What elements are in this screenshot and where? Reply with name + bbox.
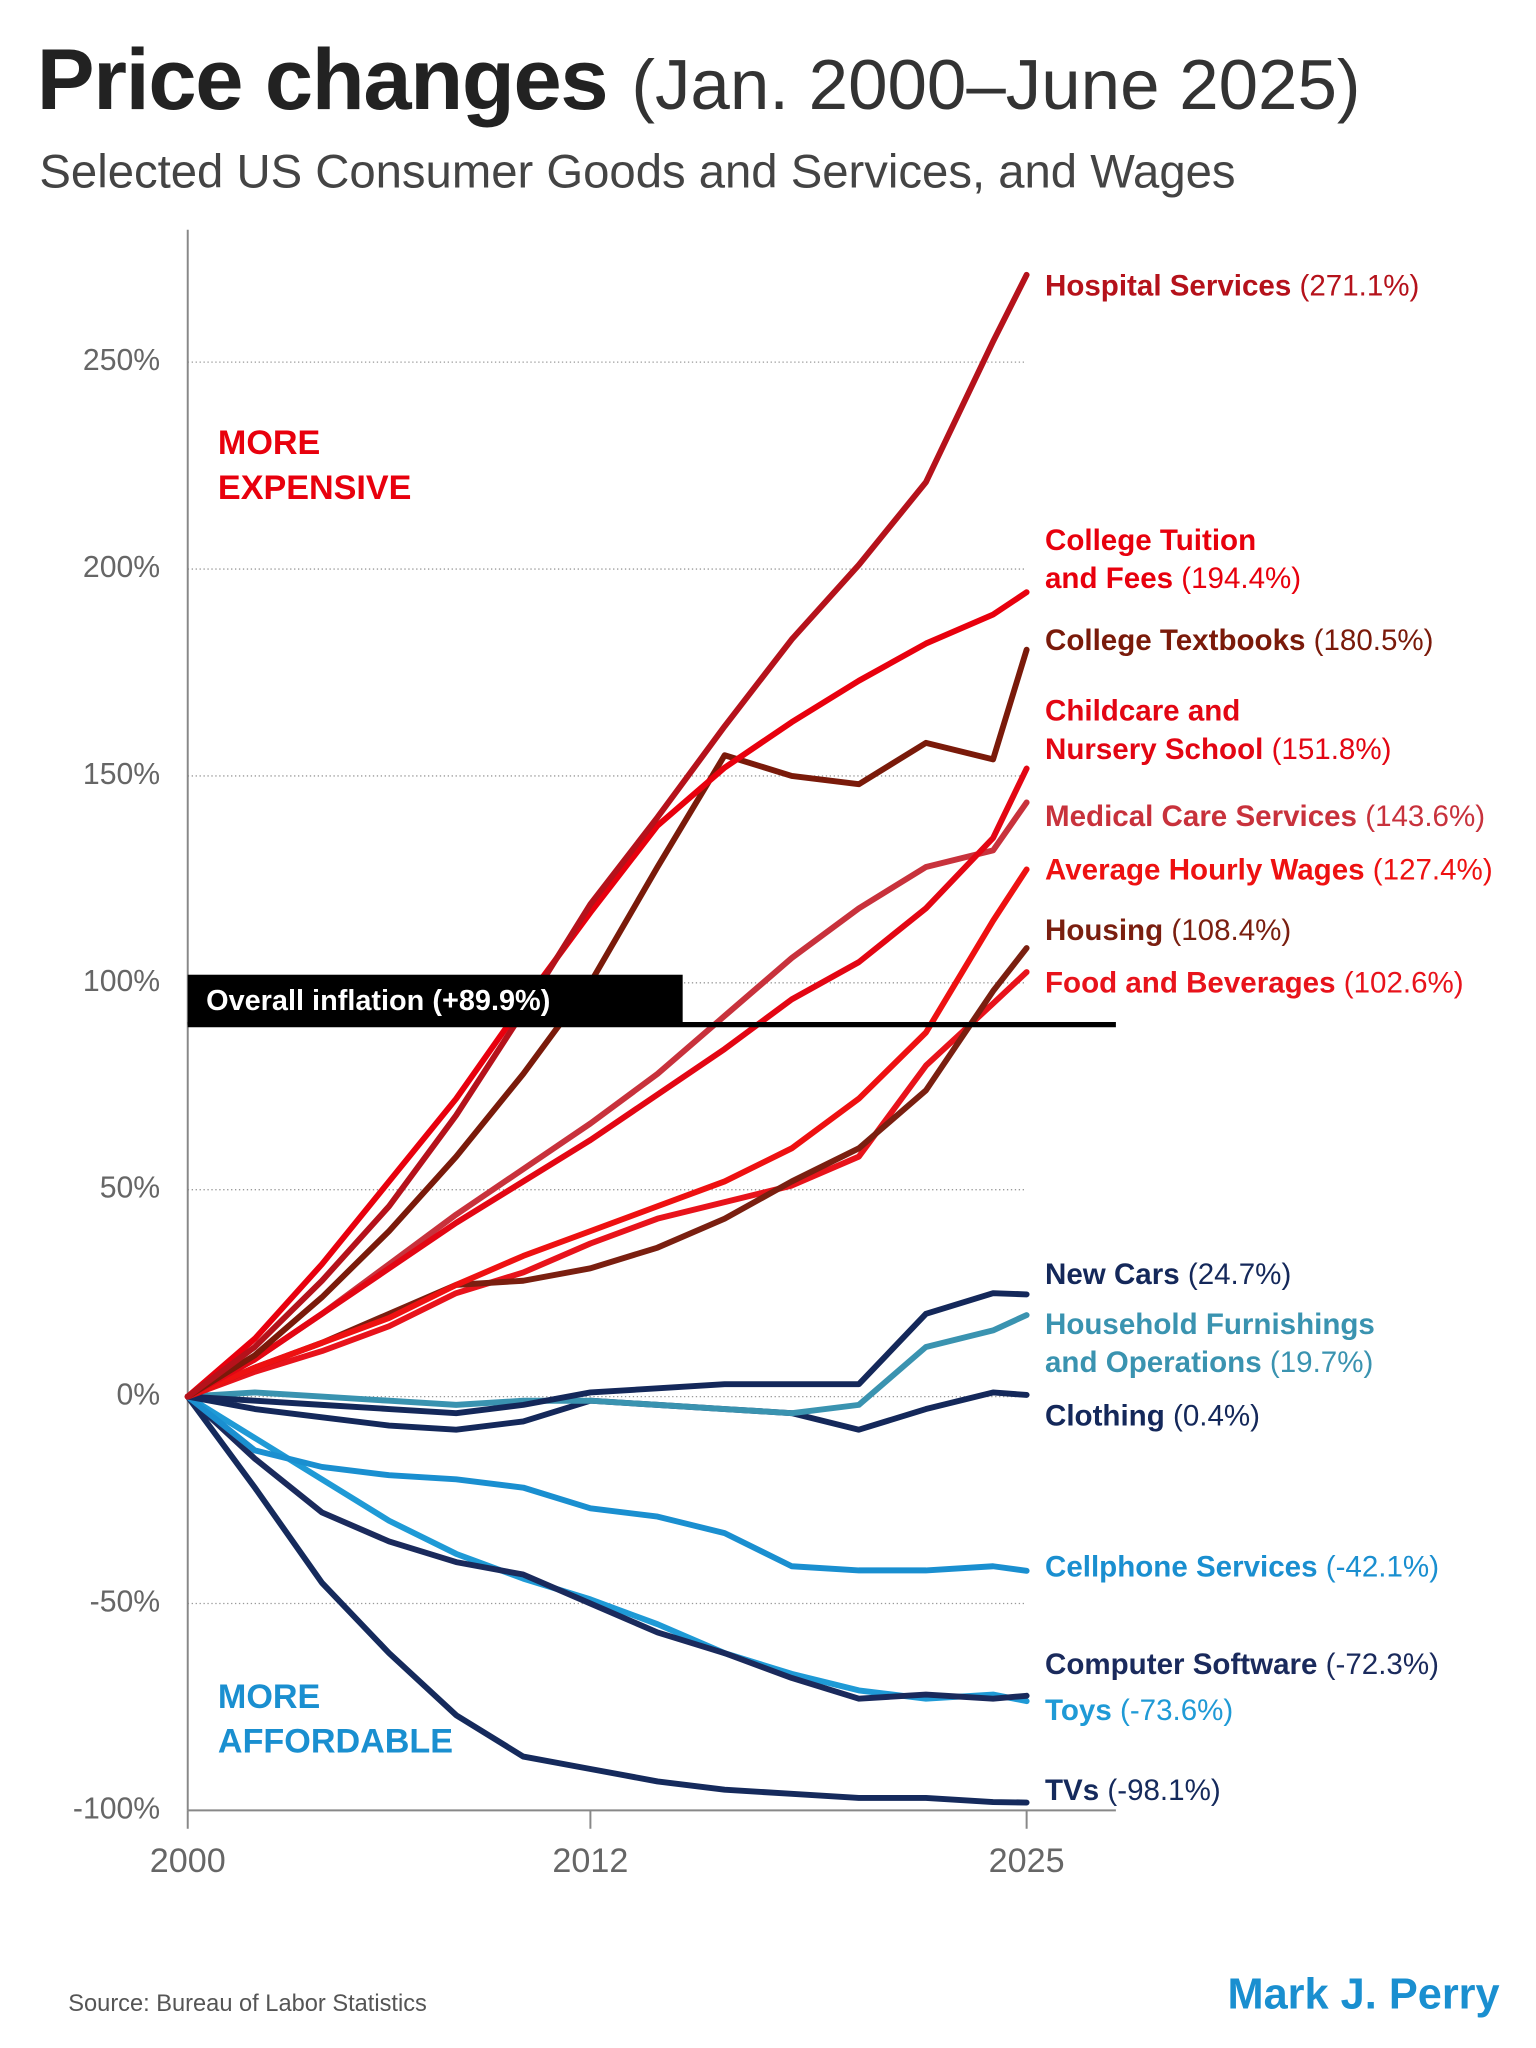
legend-name: Medical Care Services	[1045, 799, 1358, 833]
data-label: (271.1%)	[1299, 269, 1420, 302]
legend-name: Computer Software	[1045, 1647, 1318, 1681]
end-label: New Cars (24.7%)	[1045, 1255, 1291, 1293]
y-tick-label: 0%	[117, 1379, 161, 1412]
source: Source: Bureau of Labor Statistics	[68, 1990, 427, 2017]
series-line	[184, 589, 1030, 1400]
legend-name: Toys	[1045, 1693, 1112, 1727]
x-tick-label: 2025	[989, 1842, 1065, 1880]
end-label: Hospital Services (271.1%)	[1045, 267, 1419, 305]
title-note: (Jan. 2000–June 2025)	[631, 45, 1361, 125]
series-line	[184, 1393, 1030, 1574]
data-label: (0.4%)	[1173, 1399, 1261, 1433]
legend-name: Food and Beverages	[1045, 966, 1336, 1000]
subtitle: Selected US Consumer Goods and Services,…	[39, 144, 1236, 199]
series-line	[184, 1393, 1030, 1806]
y-tick-label: -100%	[73, 1792, 160, 1825]
series-line	[184, 1312, 1030, 1417]
series-line	[184, 1290, 1030, 1417]
end-label: Clothing (0.4%)	[1045, 1397, 1260, 1435]
data-label: (-42.1%)	[1325, 1550, 1440, 1584]
reference-label: Overall inflation (+89.9%)	[206, 985, 550, 1017]
legend-name: Housing	[1045, 913, 1164, 947]
data-label: (194.4%)	[1181, 561, 1302, 595]
data-label: (108.4%)	[1171, 913, 1292, 947]
legend-name: Cellphone Services	[1045, 1550, 1318, 1584]
title-block: Price changes (Jan. 2000–June 2025)	[37, 29, 1361, 129]
legend-name: Clothing	[1045, 1399, 1165, 1433]
end-label: Cellphone Services (-42.1%)	[1045, 1548, 1439, 1586]
legend-name: Average Hourly Wages	[1045, 853, 1365, 887]
chart-title: Price changes	[36, 30, 609, 128]
annotation: MORE EXPENSIVE	[217, 422, 412, 507]
series-line	[184, 866, 1030, 1400]
data-label: (102.6%)	[1343, 966, 1464, 1000]
reference-box	[187, 974, 683, 1025]
series-line	[184, 969, 1030, 1400]
end-label: Food and Beverages (102.6%)	[1045, 964, 1464, 1002]
legend-name: College Textbooks	[1045, 623, 1306, 657]
data-label: (-98.1%)	[1107, 1773, 1221, 1807]
y-tick-label: 250%	[83, 344, 160, 377]
y-tick-label: 50%	[100, 1172, 160, 1205]
end-label: Household Furnishings and Operations (19…	[1045, 1305, 1375, 1381]
data-label: (-72.3%)	[1325, 1647, 1439, 1681]
legend-name: Hospital Services	[1045, 269, 1292, 302]
annotation: MORE AFFORDABLE	[217, 1676, 454, 1761]
legend-name: TVs	[1045, 1773, 1100, 1807]
data-label: (19.7%)	[1269, 1345, 1374, 1379]
data-label: (143.6%)	[1365, 799, 1486, 833]
end-label: Childcare and Nursery School (151.8%)	[1045, 692, 1391, 768]
end-label: Toys (-73.6%)	[1045, 1691, 1233, 1729]
data-label: (127.4%)	[1372, 853, 1493, 887]
series-line	[184, 765, 1030, 1400]
end-label: TVs (-98.1%)	[1045, 1771, 1221, 1809]
end-label: Housing (108.4%)	[1045, 911, 1291, 949]
end-label: College Tuition and Fees (194.4%)	[1045, 521, 1301, 597]
y-tick-label: -50%	[90, 1585, 160, 1618]
series-line	[184, 1393, 1030, 1702]
series-line	[184, 646, 1030, 1400]
series-line	[184, 1393, 1030, 1705]
legend-name: New Cars	[1045, 1257, 1180, 1291]
y-tick-label: 200%	[83, 551, 160, 584]
y-tick-label: 100%	[83, 965, 160, 998]
credit: Mark J. Perry	[1227, 1969, 1500, 2018]
end-label: Computer Software (-72.3%)	[1045, 1645, 1439, 1683]
end-label: Average Hourly Wages (127.4%)	[1045, 851, 1493, 889]
data-label: (180.5%)	[1313, 623, 1434, 657]
legend-name: College Tuition and Fees	[1045, 523, 1257, 595]
legend-name: Household Furnishings and Operations	[1045, 1307, 1375, 1379]
legend-name: Childcare and Nursery School	[1045, 694, 1264, 766]
x-tick-label: 2012	[552, 1842, 628, 1880]
end-label: Medical Care Services (143.6%)	[1045, 797, 1485, 835]
data-label: (24.7%)	[1187, 1257, 1292, 1291]
end-label: College Textbooks (180.5%)	[1045, 621, 1434, 659]
data-label: (-73.6%)	[1119, 1693, 1234, 1727]
y-tick-label: 150%	[83, 758, 160, 791]
x-tick-label: 2000	[150, 1842, 226, 1880]
data-label: (151.8%)	[1271, 732, 1392, 766]
series-line	[184, 271, 1030, 1400]
